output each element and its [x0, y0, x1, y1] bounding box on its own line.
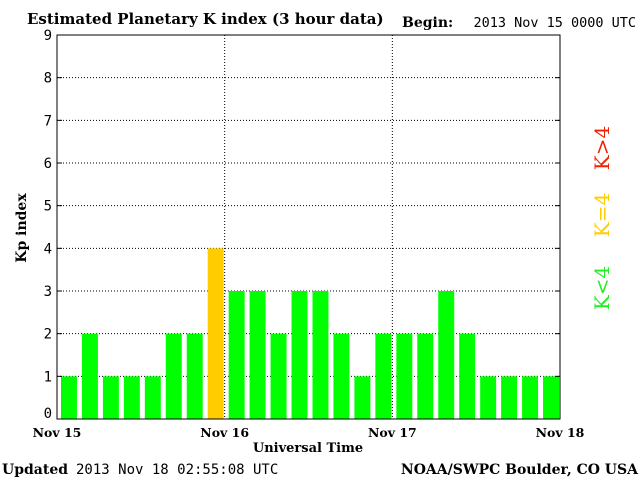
y-tick-label: 5 — [44, 199, 52, 215]
begin-label: Begin: — [402, 15, 453, 31]
credit: NOAA/SWPC Boulder, CO USA — [401, 462, 639, 478]
kp-bar — [417, 333, 434, 419]
y-tick-label: 7 — [44, 113, 52, 129]
chart-title: Estimated Planetary K index (3 hour data… — [27, 10, 384, 28]
legend-entry: K>4 — [590, 126, 614, 170]
kp-bar — [480, 376, 497, 419]
x-axis-ticks: Nov 15 Nov 16 Nov 17 Nov 18 — [33, 425, 585, 440]
y-tick-label: 6 — [44, 156, 52, 172]
x-tick-label: Nov 16 — [200, 425, 249, 440]
kp-bar — [144, 376, 161, 419]
kp-bar — [228, 291, 245, 419]
kp-bar — [61, 376, 77, 419]
kp-bar — [102, 376, 119, 419]
kp-bar — [81, 333, 98, 419]
kp-bar — [123, 376, 140, 419]
legend-entry: K<4 — [590, 266, 614, 310]
updated-time: 2013 Nov 18 02:55:08 UTC — [76, 462, 278, 478]
y-tick-label: 9 — [44, 28, 52, 44]
kp-bar — [522, 376, 539, 419]
y-tick-label: 4 — [44, 241, 52, 257]
y-tick-label: 0 — [44, 406, 52, 422]
kp-bar — [354, 376, 371, 419]
x-axis-label: Universal Time — [253, 441, 363, 456]
x-tick-label: Nov 15 — [33, 425, 82, 440]
y-tick-label: 2 — [44, 327, 52, 343]
x-tick-label: Nov 18 — [536, 425, 585, 440]
grid-lines — [57, 35, 560, 419]
kp-bar — [312, 291, 329, 419]
updated-label: Updated — [2, 462, 68, 478]
kp-bar — [543, 376, 559, 419]
kp-bar — [249, 291, 266, 419]
kp-bar — [270, 333, 287, 419]
kp-bar — [501, 376, 518, 419]
y-tick-label: 3 — [44, 284, 52, 300]
kp-bar — [165, 333, 182, 419]
bars-group — [61, 248, 559, 419]
kp-bar — [438, 291, 455, 419]
x-tick-label: Nov 17 — [368, 425, 417, 440]
plot-frame — [56, 34, 561, 420]
y-tick-label: 8 — [44, 71, 52, 87]
kp-bar — [207, 248, 224, 419]
kp-bar — [459, 333, 476, 419]
y-axis-ticks: 0 1 2 3 4 5 6 7 8 9 — [44, 28, 560, 422]
legend-entry: K=4 — [590, 193, 614, 237]
y-tick-label: 1 — [44, 369, 52, 385]
kp-bar — [291, 291, 308, 419]
y-axis-label: Kp index — [14, 193, 30, 263]
kp-bar — [375, 333, 392, 419]
begin-date: 2013 Nov 15 0000 UTC — [473, 15, 636, 31]
legend: K<4 K=4 K>4 — [590, 126, 614, 310]
kp-bar — [396, 333, 413, 419]
kp-bar — [333, 333, 350, 419]
kp-bar — [186, 333, 203, 419]
